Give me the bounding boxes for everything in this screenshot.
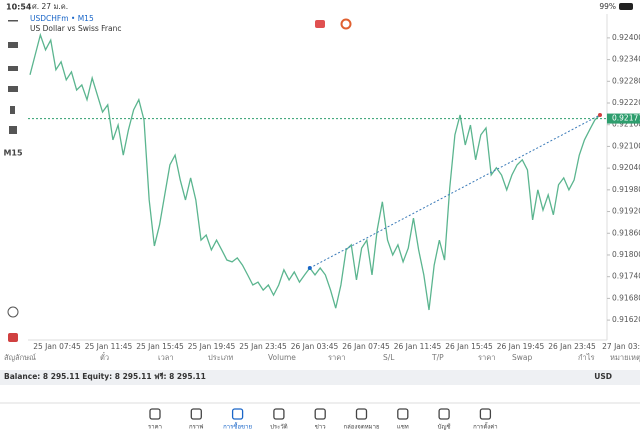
symbol[interactable]: USDCHFm • M15 bbox=[30, 14, 94, 23]
y-tick-label: 0.91740 bbox=[612, 272, 640, 281]
tool[interactable] bbox=[7, 306, 19, 318]
y-tick-label: 0.92040 bbox=[612, 163, 640, 172]
tab-icon[interactable] bbox=[231, 408, 244, 420]
plot: 0.924000.923400.922800.922200.921600.921… bbox=[28, 32, 640, 351]
column-header: ราคา bbox=[478, 353, 495, 362]
tab-icon[interactable] bbox=[438, 408, 450, 420]
y-tick-label: 0.91920 bbox=[612, 207, 640, 216]
column-header: สัญลักษณ์ bbox=[4, 353, 36, 362]
tab-icon[interactable] bbox=[314, 408, 326, 420]
x-tick-label: 25 Jan 11:45 bbox=[85, 342, 133, 351]
column-header: กำไร bbox=[578, 353, 595, 362]
toolbar bbox=[7, 20, 19, 342]
battery-icon bbox=[619, 3, 633, 10]
tab-label[interactable]: กล่องจดหมาย bbox=[343, 424, 379, 431]
x-tick-label: 25 Jan 23:45 bbox=[239, 342, 287, 351]
tab-label[interactable]: การตั้งค่า bbox=[473, 421, 497, 431]
column-header: ราคา bbox=[328, 353, 345, 362]
tab-icon[interactable] bbox=[273, 408, 285, 420]
tab-label[interactable]: กราฟ bbox=[189, 424, 203, 431]
x-tick-label: 26 Jan 03:45 bbox=[291, 342, 339, 351]
tool[interactable] bbox=[10, 106, 15, 114]
x-tick-label: 25 Jan 07:45 bbox=[33, 342, 81, 351]
tool[interactable] bbox=[8, 42, 18, 48]
tool[interactable] bbox=[9, 126, 17, 134]
y-tick-label: 0.92280 bbox=[612, 76, 640, 85]
y-tick-label: 0.92220 bbox=[612, 98, 640, 107]
x-tick-label: 26 Jan 15:45 bbox=[445, 342, 493, 351]
column-header: ประเภท bbox=[208, 353, 233, 362]
y-tick-label: 0.91620 bbox=[612, 315, 640, 324]
column-header: เวลา bbox=[158, 353, 174, 362]
clock: 10:54 bbox=[6, 3, 32, 12]
balance: Balance: 8 295.11 Equity: 8 295.11 ฟรี: … bbox=[4, 372, 206, 381]
trend-point bbox=[307, 265, 312, 270]
tab-label[interactable]: ประวัติ bbox=[270, 424, 288, 431]
tab-label[interactable]: แชท bbox=[397, 424, 409, 431]
tab-icon[interactable] bbox=[355, 408, 368, 420]
battery: 99% bbox=[599, 2, 616, 11]
y-tick-label: 0.91860 bbox=[612, 228, 640, 237]
description: US Dollar vs Swiss Franc bbox=[30, 24, 121, 33]
tab-label[interactable]: ข่าว bbox=[315, 424, 326, 431]
price-line bbox=[29, 32, 601, 311]
y-tick-label: 0.91800 bbox=[612, 250, 640, 259]
current-price-label: 0.92177 bbox=[612, 114, 640, 123]
x-tick-label: 26 Jan 11:45 bbox=[394, 342, 442, 351]
tab-label[interactable]: บัญชี bbox=[438, 423, 451, 431]
tab-bar: ราคา กราฟ การซื้อขาย ประวัติ ข่าว กล่องจดหมาย… bbox=[148, 408, 498, 431]
y-tick-label: 0.92400 bbox=[612, 33, 640, 42]
column-header: T/P bbox=[431, 353, 444, 362]
current-price-box bbox=[607, 113, 640, 124]
tool[interactable] bbox=[8, 20, 18, 22]
column-header: หมายเหตุ bbox=[610, 353, 640, 362]
currency: USD bbox=[594, 372, 612, 381]
x-tick-label: 27 Jan 03:4 bbox=[602, 342, 640, 351]
tab-icon[interactable] bbox=[397, 408, 409, 420]
tool[interactable] bbox=[8, 66, 18, 71]
date: ศ. 27 ม.ค. bbox=[32, 2, 68, 11]
tab-label[interactable]: ราคา bbox=[148, 424, 162, 431]
y-tick-label: 0.92340 bbox=[612, 55, 640, 64]
y-tick-label: 0.92160 bbox=[612, 120, 640, 129]
y-tick-label: 0.91680 bbox=[612, 293, 640, 302]
timeframe[interactable]: M15 bbox=[3, 149, 23, 158]
column-header: ตั๋ว bbox=[100, 352, 109, 362]
y-tick-label: 0.92100 bbox=[612, 141, 640, 150]
trend-point bbox=[598, 112, 602, 117]
y-tick-label: 0.91980 bbox=[612, 185, 640, 194]
flag-icon bbox=[315, 20, 325, 28]
trend-line bbox=[309, 114, 601, 269]
column-header: Swap bbox=[512, 353, 532, 362]
icon bbox=[340, 18, 352, 30]
x-tick-label: 25 Jan 15:45 bbox=[136, 342, 184, 351]
tab-icon[interactable] bbox=[190, 408, 202, 420]
tool[interactable] bbox=[8, 333, 18, 342]
tab-icon[interactable] bbox=[149, 408, 161, 420]
x-tick-label: 26 Jan 23:45 bbox=[548, 342, 596, 351]
tool[interactable] bbox=[8, 86, 18, 92]
x-tick-label: 26 Jan 07:45 bbox=[342, 342, 390, 351]
column-header: S/L bbox=[383, 353, 395, 362]
x-tick-label: 26 Jan 19:45 bbox=[497, 342, 545, 351]
tab-icon[interactable] bbox=[479, 408, 492, 420]
balance-bar bbox=[0, 370, 640, 385]
column-header: Volume bbox=[268, 353, 296, 362]
x-tick-label: 25 Jan 19:45 bbox=[188, 342, 236, 351]
tab-label[interactable]: การซื้อขาย bbox=[223, 421, 252, 431]
